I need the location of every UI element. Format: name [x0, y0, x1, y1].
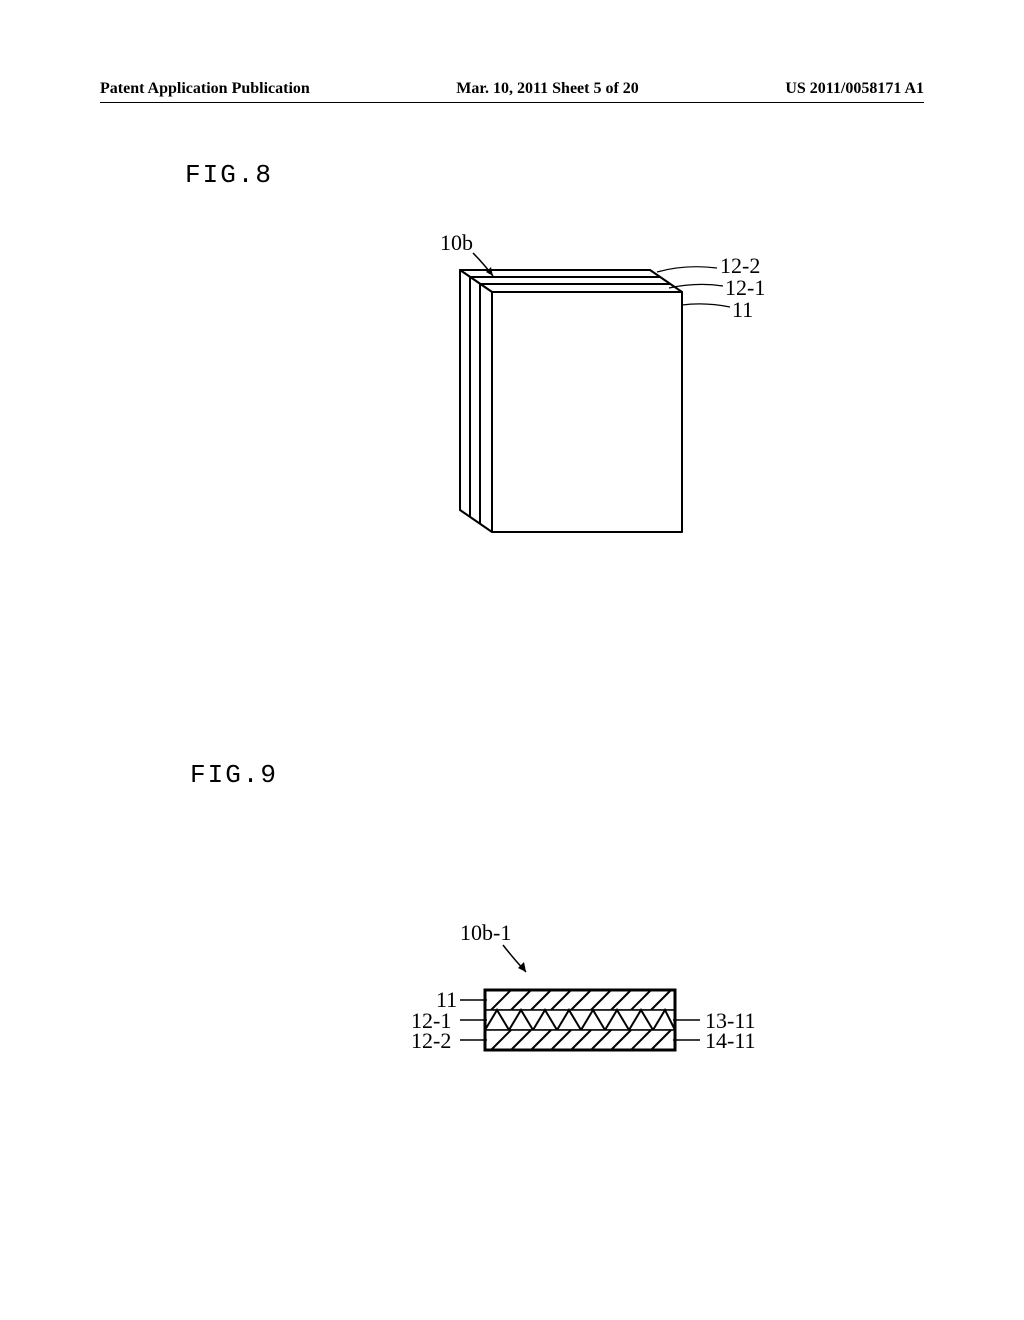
- fig8-leader-11: [680, 297, 732, 313]
- fig9-left-label-12-2: 12-2: [411, 1028, 451, 1054]
- header-rule: [100, 102, 924, 103]
- figure-8: 10b 12-2 12-1 11: [420, 230, 820, 570]
- fig8-label-11: 11: [732, 297, 753, 323]
- fig8-leader-12-1: [667, 280, 727, 294]
- fig9-ref-arrow: [498, 940, 538, 980]
- fig8-leader-12-2: [655, 264, 725, 276]
- figure-8-label: FIG.8: [185, 160, 273, 190]
- header-center: Mar. 10, 2011 Sheet 5 of 20: [456, 80, 639, 98]
- fig8-ref-arrow: [468, 248, 508, 288]
- header-right: US 2011/0058171 A1: [785, 80, 924, 98]
- header-left: Patent Application Publication: [100, 80, 310, 98]
- figure-9-label: FIG.9: [190, 760, 278, 790]
- figure-9: 10b-1: [380, 920, 820, 1100]
- fig9-right-label-14-11: 14-11: [705, 1028, 756, 1054]
- page-header: Patent Application Publication Mar. 10, …: [0, 80, 1024, 98]
